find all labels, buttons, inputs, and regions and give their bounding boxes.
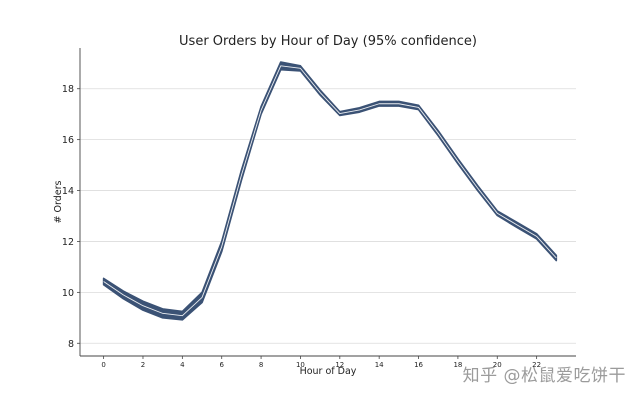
x-tick-label: 22 <box>532 361 541 369</box>
y-tick-label: 12 <box>62 237 74 248</box>
x-tick-label: 10 <box>296 361 305 369</box>
x-axis-label: Hour of Day <box>300 366 357 377</box>
x-tick-label: 12 <box>335 361 344 369</box>
x-tick-label: 16 <box>414 361 423 369</box>
x-tick-label: 0 <box>101 361 105 369</box>
watermark-text: 知乎 @松鼠爱吃饼干 <box>462 366 626 386</box>
y-tick-label: 18 <box>62 84 74 95</box>
x-tick-label: 18 <box>453 361 462 369</box>
x-tick-label: 2 <box>141 361 145 369</box>
y-tick-label: 8 <box>68 339 74 350</box>
x-tick-label: 14 <box>375 361 384 369</box>
y-tick-label: 10 <box>62 288 74 299</box>
x-tick-label: 8 <box>259 361 263 369</box>
x-tick-label: 6 <box>219 361 224 369</box>
x-tick-label: 20 <box>493 361 502 369</box>
y-tick-label: 16 <box>62 135 74 146</box>
y-axis-label: # Orders <box>53 180 64 223</box>
confidence-band <box>102 61 558 321</box>
y-tick-label: 14 <box>62 186 74 197</box>
mean-line <box>103 65 557 317</box>
chart-title: User Orders by Hour of Day (95% confiden… <box>179 34 477 49</box>
x-tick-label: 4 <box>180 361 185 369</box>
